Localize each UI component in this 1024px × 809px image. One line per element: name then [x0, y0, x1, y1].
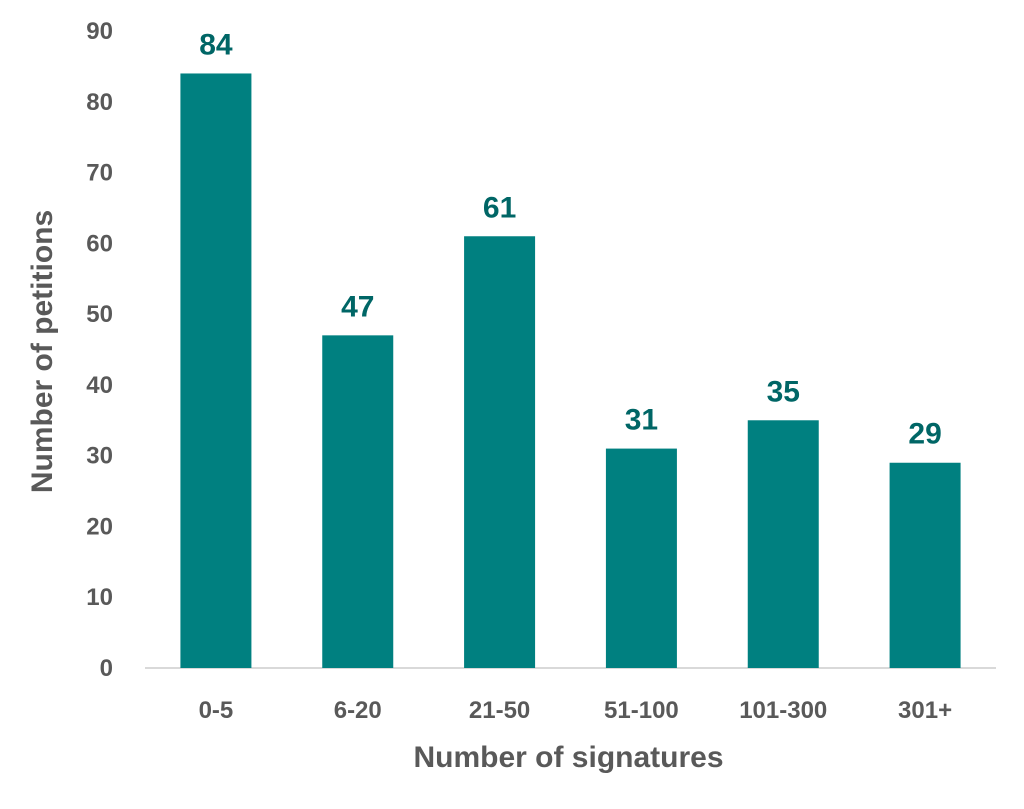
x-axis-title: Number of signatures: [413, 741, 723, 774]
bar: [605, 448, 677, 668]
y-tick-label: 50: [86, 301, 113, 328]
y-tick-label: 0: [100, 655, 113, 682]
y-tick-label: 10: [86, 584, 113, 611]
y-tick-label: 80: [86, 89, 113, 116]
bar: [464, 236, 536, 668]
x-axis-ticks: 0-5 6-20 21-50 51-100 101-300 301+: [199, 697, 953, 724]
bar: [180, 73, 252, 668]
y-tick-label: 20: [86, 513, 113, 540]
bar-series: [180, 73, 961, 668]
x-tick-label: 51-100: [604, 697, 679, 724]
y-tick-label: 60: [86, 230, 113, 257]
x-tick-label: 0-5: [199, 697, 234, 724]
bar-value-label: 31: [625, 404, 658, 437]
y-tick-label: 70: [86, 160, 113, 187]
x-tick-label: 301+: [898, 697, 952, 724]
bar: [322, 335, 394, 668]
x-tick-label: 6-20: [334, 697, 382, 724]
x-tick-label: 101-300: [739, 697, 827, 724]
y-tick-label: 30: [86, 443, 113, 470]
y-tick-label: 40: [86, 372, 113, 399]
bar-value-label: 84: [199, 28, 233, 61]
bar-value-label: 35: [767, 375, 800, 408]
y-axis-ticks: 0 10 20 30 40 50 60 70 80 90: [86, 18, 113, 682]
bar-value-label: 61: [483, 191, 516, 224]
bar-value-label: 47: [341, 290, 374, 323]
y-axis-title: Number of petitions: [26, 210, 59, 493]
x-tick-label: 21-50: [469, 697, 530, 724]
data-labels: 84 47 61 31 35 29: [199, 28, 942, 450]
bar-value-label: 29: [908, 418, 941, 451]
bar: [747, 420, 819, 668]
bar: [889, 462, 961, 668]
y-tick-label: 90: [86, 18, 113, 45]
